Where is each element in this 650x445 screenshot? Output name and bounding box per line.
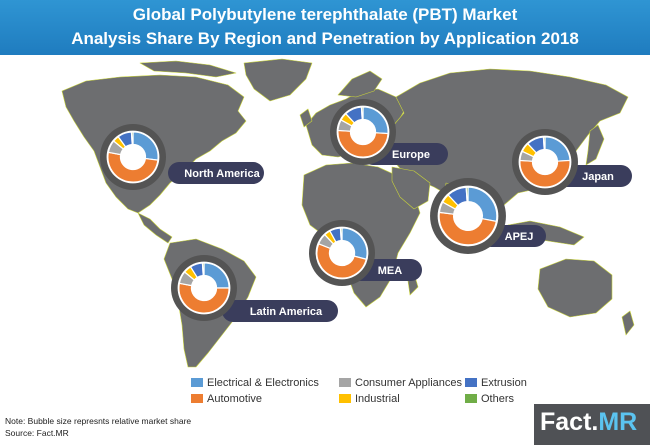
region-label-pill — [222, 300, 338, 322]
logo-part-2: MR — [598, 408, 638, 436]
donut-hole — [532, 149, 558, 175]
legend-item: Extrusion — [465, 377, 527, 390]
donut-hole — [453, 201, 483, 231]
region-label-text: Europe — [392, 149, 430, 161]
landmass-new-zealand — [621, 310, 635, 336]
legend-label: Electrical & Electronics — [207, 377, 319, 389]
factmr-logo: Fact.MR — [534, 404, 650, 445]
landmass-central-america — [137, 212, 173, 244]
donut-hole — [329, 240, 355, 266]
logo-text: Fact.MR — [540, 408, 637, 437]
landmass-canada-north — [139, 60, 237, 78]
landmass-greenland — [243, 58, 313, 102]
landmass-uk — [299, 108, 313, 128]
region-label-text: MEA — [378, 265, 403, 277]
legend-swatch — [191, 393, 203, 403]
legend-label: Automotive — [207, 393, 263, 405]
legend-swatch — [465, 393, 477, 403]
landmass-scandinavia — [337, 70, 383, 98]
region-label: Latin America — [222, 300, 338, 322]
landmass-arabia — [391, 166, 431, 210]
region-bubbles: North America Europe Japan APEJ MEA Latin Ame… — [100, 99, 632, 322]
chart-title-line-1: Global Polybutylene terephthalate (PBT) … — [132, 5, 518, 24]
donut-slice — [130, 131, 134, 146]
world-map-chart: North America Europe Japan APEJ MEA Latin Ame… — [61, 58, 635, 368]
donut-slice — [465, 186, 469, 203]
landmass-japan — [585, 124, 605, 166]
region-label-text: Japan — [582, 171, 614, 183]
legend-label: Extrusion — [481, 377, 527, 389]
region-label-text: North America — [184, 168, 260, 180]
legend-swatch — [339, 377, 351, 387]
donut-slice — [339, 227, 343, 242]
donut-slice — [201, 262, 205, 277]
region-bubble — [171, 255, 237, 321]
legend-item: Consumer Appliances — [339, 377, 462, 390]
chart-title-line-2: Analysis Share By Region and Penetration… — [71, 29, 579, 48]
source-note: Source: Fact.MR — [5, 428, 69, 438]
landmass-australia — [537, 258, 613, 318]
logo-part-1: Fact. — [540, 408, 599, 436]
legend-item: Industrial — [339, 393, 400, 406]
legend-item: Others — [465, 393, 514, 406]
bubble-size-note: Note: Bubble size represnts relative mar… — [5, 416, 192, 426]
legend-swatch — [339, 393, 351, 403]
region-label-text: Latin America — [250, 306, 323, 318]
legend-label: Industrial — [355, 393, 400, 405]
title-banner: Global Polybutylene terephthalate (PBT) … — [0, 0, 650, 55]
region-bubble — [100, 124, 166, 190]
legend-item: Electrical & Electronics — [191, 377, 319, 390]
donut-slice — [360, 106, 364, 121]
donut-hole — [191, 275, 217, 301]
region-bubble — [330, 99, 396, 165]
donut-hole — [120, 144, 146, 170]
region-bubble — [512, 129, 578, 195]
legend-item: Automotive — [191, 393, 262, 406]
region-label-text: APEJ — [505, 231, 534, 243]
donut-slice — [542, 136, 546, 151]
legend-label: Others — [481, 393, 515, 405]
legend-swatch — [191, 377, 203, 387]
region-bubble — [430, 178, 506, 254]
legend-swatch — [465, 377, 477, 387]
legend-label: Consumer Appliances — [355, 377, 463, 389]
region-label: North America — [168, 162, 264, 184]
region-bubble — [309, 220, 375, 286]
donut-hole — [350, 119, 376, 145]
region-label-pill — [168, 162, 264, 184]
